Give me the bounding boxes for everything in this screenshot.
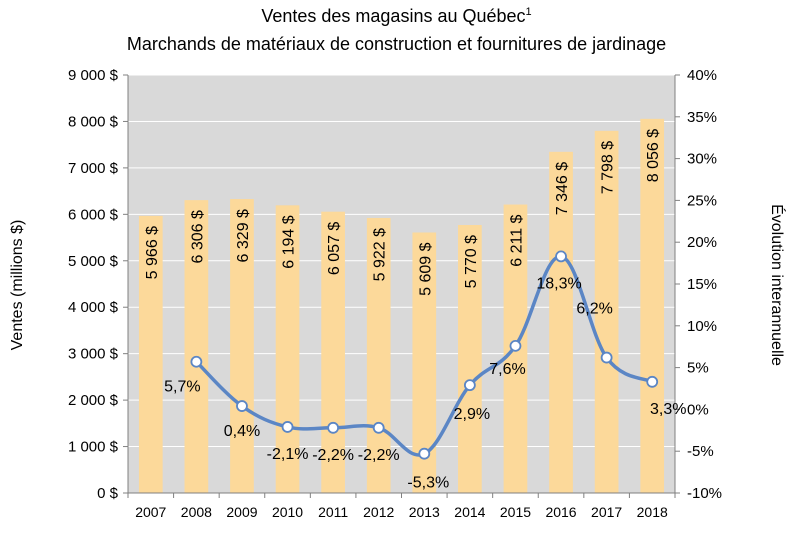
x-tick-label: 2007 [135, 504, 166, 520]
growth-value-label: -2,2% [358, 447, 400, 464]
y2-tick-label: -5% [687, 443, 714, 460]
growth-point [372, 421, 385, 434]
bar-value-label: 6 194 $ [281, 215, 298, 268]
x-tick-label: 2010 [272, 504, 303, 520]
y-tick-label: 8 000 $ [68, 113, 119, 130]
bar-value-label: 5 922 $ [372, 228, 389, 281]
bar-value-label: 5 609 $ [417, 242, 434, 295]
bar-value-label: 7 346 $ [554, 162, 571, 215]
y-tick-label: 7 000 $ [68, 160, 119, 177]
bar-value-label: 6 306 $ [189, 210, 206, 263]
bar [321, 211, 345, 493]
bar [458, 225, 482, 493]
x-tick-label: 2016 [545, 504, 576, 520]
x-tick-label: 2013 [409, 504, 440, 520]
bar [549, 151, 573, 494]
x-tick-label: 2009 [226, 504, 257, 520]
growth-value-label: 2,9% [454, 406, 490, 423]
bar-value-label: 6 057 $ [326, 222, 343, 275]
y2-tick-label: 30% [687, 151, 717, 168]
y2-tick-label: 0% [687, 401, 709, 418]
growth-value-label: -2,2% [312, 447, 354, 464]
growth-value-label: 0,4% [224, 423, 260, 440]
x-tick-label: 2015 [500, 504, 531, 520]
growth-point [418, 447, 431, 460]
y-tick-label: 1 000 $ [68, 439, 119, 456]
y-tick-label: 2 000 $ [68, 392, 119, 409]
bar [138, 215, 163, 493]
bar [366, 217, 391, 493]
growth-point [236, 400, 248, 412]
y2-tick-label: 15% [687, 276, 717, 293]
y-tick-label: 5 000 $ [68, 253, 119, 270]
title-superscript: 1 [525, 6, 532, 18]
bar [412, 232, 437, 494]
bar-value-label: 6 329 $ [235, 209, 252, 262]
growth-value-label: 5,7% [164, 379, 200, 396]
y-axis-title: Ventes (millions $) [9, 220, 26, 351]
bar [275, 205, 300, 493]
growth-point [327, 421, 340, 434]
y2-tick-label: 5% [687, 360, 709, 377]
y2-tick-label: 10% [687, 318, 717, 335]
y2-tick-label: 35% [687, 109, 717, 126]
bar [230, 199, 254, 494]
growth-point [555, 250, 567, 263]
y2-tick-label: 25% [687, 192, 717, 209]
x-tick-label: 2011 [318, 504, 348, 520]
growth-value-label: 7,6% [489, 361, 525, 378]
x-tick-label: 2017 [591, 504, 622, 520]
y-tick-label: 6 000 $ [68, 206, 119, 223]
chart-title-text: Ventes des magasins au Québec [261, 6, 526, 26]
growth-point [281, 421, 294, 433]
growth-point [463, 379, 476, 392]
x-tick-label: 2012 [363, 504, 394, 520]
bar-value-label: 5 966 $ [144, 226, 161, 279]
bar [594, 130, 619, 493]
y2-tick-label: -10% [687, 485, 722, 502]
growth-value-label: 6,2% [576, 301, 612, 318]
growth-point [600, 351, 613, 364]
y2-tick-label: 40% [687, 67, 717, 84]
x-tick-label: 2018 [637, 504, 668, 520]
x-tick-label: 2014 [454, 504, 485, 520]
y-tick-label: 4 000 $ [68, 299, 119, 316]
bar-value-label: 7 798 $ [600, 141, 617, 194]
chart-title: Ventes des magasins au Québec1 [0, 6, 793, 27]
growth-point [190, 355, 203, 368]
growth-point [509, 339, 522, 352]
plot-area [128, 75, 675, 493]
chart-subtitle: Marchands de matériaux de construction e… [126, 34, 667, 54]
y-tick-label: 0 $ [97, 485, 119, 502]
growth-value-label: 3,3% [650, 401, 686, 418]
y-tick-label: 3 000 $ [68, 346, 119, 363]
growth-value-label: -2,1% [267, 446, 309, 463]
x-tick-label: 2008 [181, 504, 212, 520]
growth-value-label: -5,3% [407, 475, 449, 492]
y2-axis-title: Évolution interannuelle [768, 204, 787, 366]
bar-value-label: 5 770 $ [463, 235, 480, 288]
bar-value-label: 8 056 $ [645, 129, 662, 182]
bar-value-label: 6 211 $ [508, 214, 525, 266]
y2-tick-label: 20% [687, 234, 717, 251]
growth-point [646, 375, 659, 388]
bar [640, 118, 665, 493]
y-tick-label: 9 000 $ [68, 67, 119, 84]
growth-value-label: 18,3% [536, 275, 581, 292]
bar [184, 200, 209, 493]
